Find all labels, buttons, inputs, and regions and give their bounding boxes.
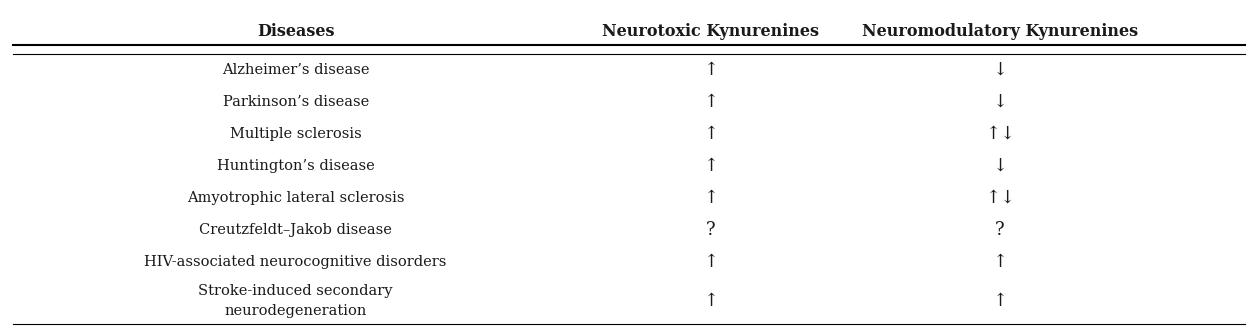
Text: Creutzfeldt–Jakob disease: Creutzfeldt–Jakob disease	[199, 223, 392, 237]
Text: ↑↓: ↑↓	[985, 125, 1015, 143]
Text: ↑: ↑	[703, 93, 718, 111]
Text: ?: ?	[995, 221, 1005, 239]
Text: Multiple sclerosis: Multiple sclerosis	[230, 127, 361, 141]
Text: ↑: ↑	[703, 61, 718, 79]
Text: Amyotrophic lateral sclerosis: Amyotrophic lateral sclerosis	[187, 191, 404, 205]
Text: ↑: ↑	[993, 253, 1008, 271]
Text: ↑: ↑	[993, 292, 1008, 310]
Text: ↑↓: ↑↓	[985, 189, 1015, 207]
Text: ↓: ↓	[993, 61, 1008, 79]
Text: Neuromodulatory Kynurenines: Neuromodulatory Kynurenines	[862, 23, 1138, 40]
Text: ↑: ↑	[703, 189, 718, 207]
Text: ↑: ↑	[703, 157, 718, 175]
Text: HIV-associated neurocognitive disorders: HIV-associated neurocognitive disorders	[145, 255, 447, 269]
Text: Alzheimer’s disease: Alzheimer’s disease	[221, 63, 370, 77]
Text: Diseases: Diseases	[257, 23, 335, 40]
Text: ↑: ↑	[703, 125, 718, 143]
Text: Stroke-induced secondary
neurodegeneration: Stroke-induced secondary neurodegenerati…	[199, 284, 392, 318]
Text: ↓: ↓	[993, 157, 1008, 175]
Text: Huntington’s disease: Huntington’s disease	[216, 159, 375, 173]
Text: ↑: ↑	[703, 292, 718, 310]
Text: Parkinson’s disease: Parkinson’s disease	[223, 95, 369, 109]
Text: ↑: ↑	[703, 253, 718, 271]
Text: ?: ?	[706, 221, 716, 239]
Text: ↓: ↓	[993, 93, 1008, 111]
Text: Neurotoxic Kynurenines: Neurotoxic Kynurenines	[603, 23, 819, 40]
